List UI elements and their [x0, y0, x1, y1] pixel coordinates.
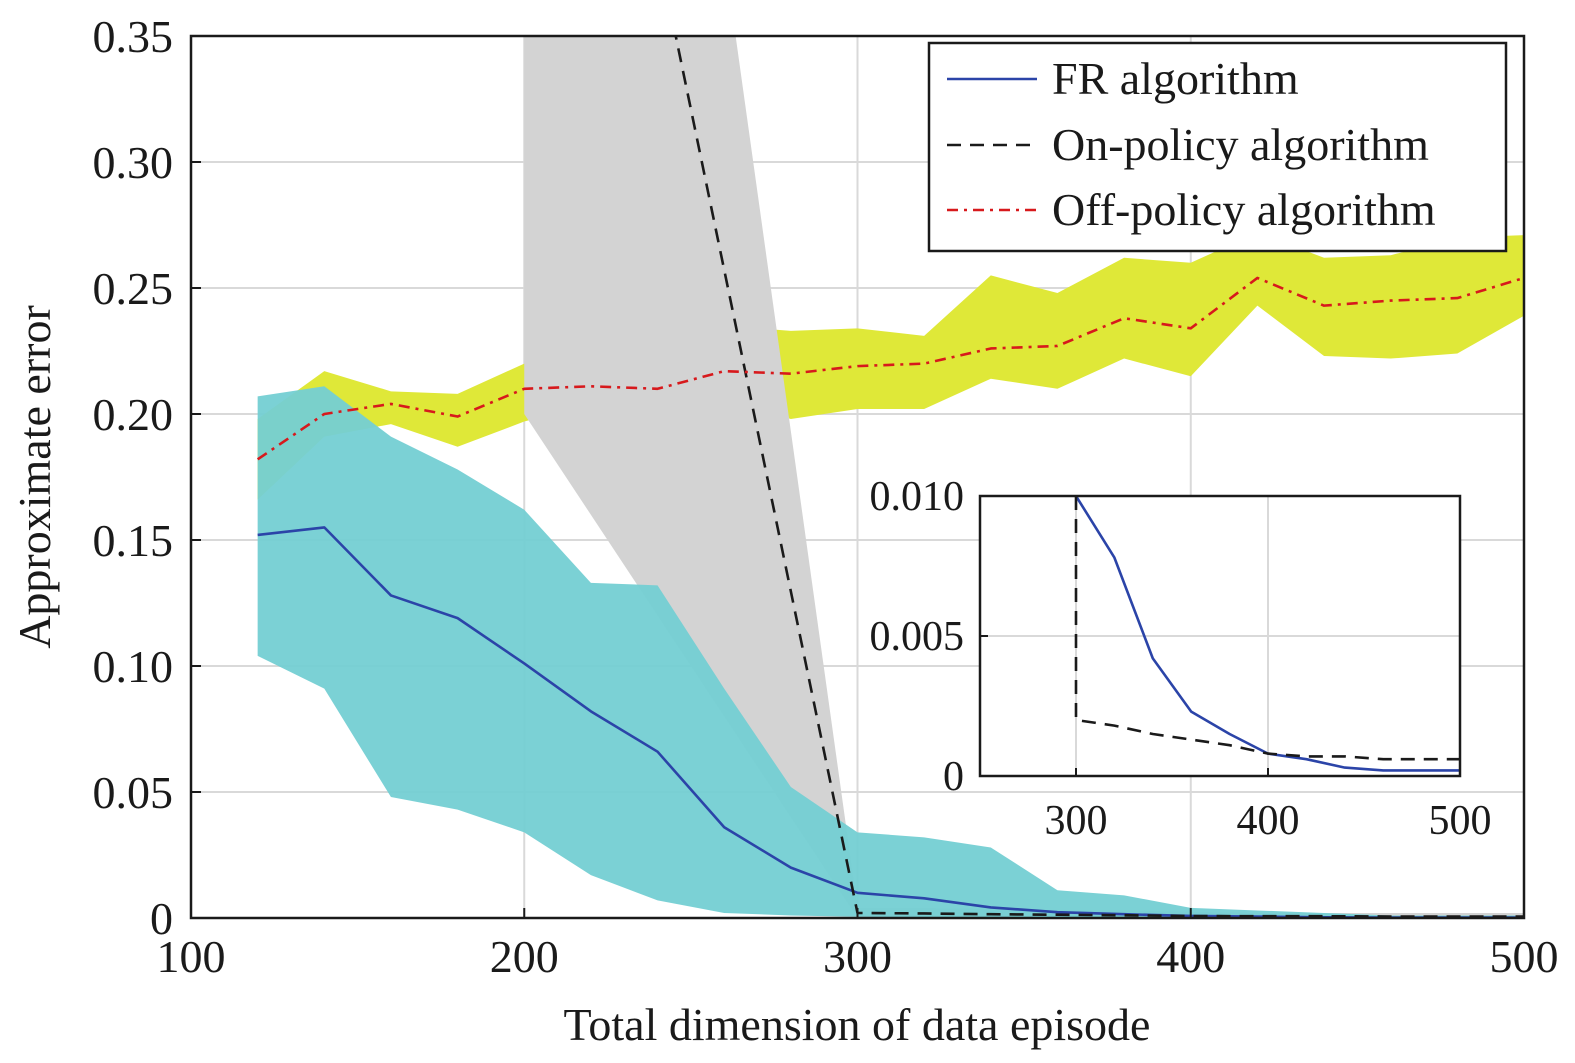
x-tick-label: 500: [1490, 931, 1559, 982]
y-tick-label: 0.25: [93, 263, 174, 314]
y-tick-label: 0.05: [93, 767, 174, 818]
inset-axis-ticks: 300 400 500 0 0.005 0.010: [870, 474, 1492, 844]
y-tick-label: 0.15: [93, 515, 174, 566]
inset-chart: 300 400 500 0 0.005 0.010: [870, 474, 1492, 844]
y-tick-label: 0.10: [93, 641, 174, 692]
y-tick-label: 0: [150, 893, 173, 944]
inset-x-tick-label: 300: [1045, 798, 1108, 844]
series-line-off-policy-algorithm: [256, 276, 1524, 461]
x-tick-label: 100: [157, 931, 226, 982]
inset-series-line-on-policy-algorithm: [1074, 496, 1460, 761]
y-tick-label: 0.20: [93, 389, 174, 440]
legend: FR algorithm On-policy algorithm Off-pol…: [927, 41, 1508, 253]
x-tick-label: 200: [490, 931, 559, 982]
inset-series-lines: [1074, 496, 1460, 772]
band-on-policy-algorithm: [524, 36, 1524, 918]
y-tick-label: 0.30: [93, 137, 174, 188]
legend-label-fr: FR algorithm: [1052, 53, 1299, 104]
axis-ticks: 100 200 300 400 500 0 0.05 0.10 0.15 0.20 0.25 0.30…: [93, 11, 1559, 982]
legend-box: [927, 41, 1508, 253]
y-axis-label: Approximate error: [9, 305, 60, 649]
legend-label-off-policy: Off-policy algorithm: [1052, 184, 1436, 235]
x-axis-label: Total dimension of data episode: [564, 999, 1151, 1050]
x-tick-label: 400: [1156, 931, 1225, 982]
inset-y-tick-label: 0.005: [870, 614, 965, 660]
series-line-on-policy-algorithm: [674, 36, 1524, 918]
inset-y-tick-label: 0: [943, 754, 964, 800]
x-tick-label: 300: [823, 931, 892, 982]
inset-x-tick-label: 500: [1429, 798, 1492, 844]
legend-label-on-policy: On-policy algorithm: [1052, 119, 1429, 170]
y-tick-label: 0.35: [93, 11, 174, 62]
band-fr-algorithm: [257, 386, 1524, 918]
inset-x-tick-label: 400: [1237, 798, 1300, 844]
inset-y-tick-label: 0.010: [870, 474, 965, 520]
